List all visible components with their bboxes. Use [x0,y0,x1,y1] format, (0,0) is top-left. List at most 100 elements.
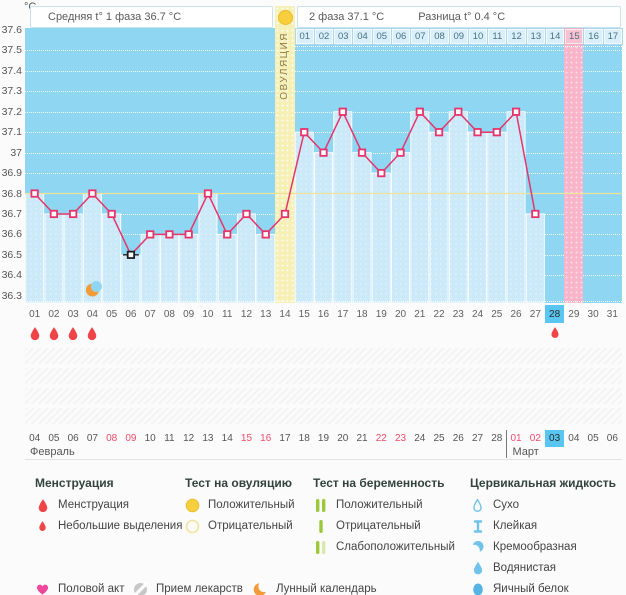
cycle-day-cell[interactable]: 27 [529,308,541,320]
temperature-point[interactable] [107,209,116,219]
temperature-point[interactable] [88,189,97,198]
calendar-date-cell[interactable]: 18 [298,433,310,444]
cycle-day-cell[interactable]: 12 [240,308,253,320]
calendar-date-cell[interactable]: 26 [452,433,464,444]
calendar-date-cell[interactable]: 09 [125,433,137,444]
cycle-day-cell[interactable]: 15 [298,308,310,320]
dpo-day-cell[interactable]: 15 [564,28,585,45]
calendar-date-cell[interactable]: 25 [433,433,445,444]
dpo-day-cell[interactable]: 12 [506,28,527,45]
cycle-day-cell[interactable]: 23 [452,308,464,320]
calendar-date-cell[interactable]: 05 [48,433,60,444]
calendar-date-cell[interactable]: 01 [510,433,522,444]
calendar-date-cell[interactable]: 02 [529,433,541,444]
cycle-day-cell[interactable]: 19 [375,308,387,320]
calendar-date-cell[interactable]: 03 [544,430,565,447]
dpo-day-cell[interactable]: 05 [371,28,392,45]
calendar-date-cell[interactable]: 17 [279,433,291,444]
dpo-day-cell[interactable]: 10 [467,28,489,45]
cycle-day-cell[interactable]: 29 [568,308,580,320]
calendar-date-cell[interactable]: 23 [394,433,407,444]
dpo-day-cell[interactable]: 06 [390,28,412,45]
temperature-point[interactable] [184,230,193,239]
temperature-point[interactable] [338,107,347,116]
calendar-date-cell[interactable]: 06 [67,433,79,444]
dpo-day-cell[interactable]: 02 [313,28,335,45]
dpo-day-cell[interactable]: 01 [294,28,315,45]
calendar-date-cell[interactable]: 12 [183,433,195,444]
temperature-point[interactable] [242,209,251,219]
calendar-date-cell[interactable]: 06 [606,433,618,444]
calendar-date-cell[interactable]: 16 [260,433,272,444]
cycle-day-cell[interactable]: 17 [337,308,349,320]
calendar-date-cell[interactable]: 24 [414,433,426,444]
cycle-day-cell[interactable]: 14 [279,308,291,320]
calendar-date-cell[interactable]: 08 [106,433,118,444]
temperature-point[interactable] [300,128,309,137]
cycle-day-cell[interactable]: 24 [471,308,484,320]
calendar-date-cell[interactable]: 05 [587,433,599,444]
temperature-point[interactable] [280,209,290,219]
cycle-day-cell[interactable]: 16 [317,308,330,320]
cycle-day-cell[interactable]: 05 [106,308,118,320]
cycle-day-cell[interactable]: 20 [394,308,407,320]
dpo-day-cell[interactable]: 17 [602,28,623,45]
temperature-point[interactable] [454,107,463,116]
temperature-point[interactable] [69,209,78,219]
temperature-point[interactable] [146,230,155,239]
cycle-day-cell[interactable]: 06 [125,308,137,320]
dpo-day-cell[interactable]: 07 [410,28,431,45]
calendar-date-cell[interactable]: 11 [164,433,175,444]
cycle-day-cell[interactable]: 09 [183,308,195,320]
cycle-day-cell[interactable]: 11 [222,308,233,320]
dpo-day-cell[interactable]: 09 [448,28,469,45]
temperature-point[interactable] [261,230,270,239]
cycle-day-cell[interactable]: 25 [491,308,503,320]
calendar-date-cell[interactable]: 27 [471,433,484,444]
temperature-point[interactable] [415,107,424,116]
cycle-day-cell[interactable]: 13 [260,308,272,320]
temperature-point[interactable] [511,107,521,116]
temperature-point[interactable] [223,230,232,239]
temperature-point[interactable] [357,148,367,157]
temperature-point[interactable] [203,189,213,198]
temperature-point[interactable] [396,148,405,157]
temperature-point[interactable] [49,209,58,219]
dpo-day-cell[interactable]: 08 [429,28,450,45]
temperature-chart[interactable]: ОВУЛЯЦИЯ 01 02 03 04 05 06 07 08 09 10 11 12 13 14 15 1… [25,28,623,303]
temperature-point[interactable] [492,128,501,137]
temperature-point[interactable] [30,189,39,198]
cycle-day-cell[interactable]: 03 [67,308,79,320]
dpo-day-cell[interactable]: 14 [544,28,566,45]
dpo-day-cell[interactable]: 04 [352,28,373,45]
dpo-day-cell[interactable]: 13 [525,28,546,45]
cycle-day-cell[interactable]: 02 [48,308,60,320]
cycle-day-cell[interactable]: 28 [544,305,565,323]
calendar-date-cell[interactable]: 14 [221,433,233,444]
cycle-day-cell[interactable]: 22 [433,308,445,320]
calendar-date-cell[interactable]: 04 [29,433,41,444]
cycle-day-cell[interactable]: 21 [414,308,426,320]
calendar-date-cell[interactable]: 07 [86,433,98,444]
cycle-day-cell[interactable]: 30 [587,308,599,320]
calendar-date-cell[interactable]: 20 [337,433,349,444]
cycle-day-cell[interactable]: 07 [144,308,156,320]
temperature-point[interactable] [531,209,540,219]
calendar-date-cell[interactable]: 21 [356,433,368,444]
calendar-date-cell[interactable]: 19 [317,433,330,444]
calendar-date-cell[interactable]: 13 [202,433,214,444]
temperature-point[interactable] [165,230,174,239]
calendar-date-cell[interactable]: 22 [375,433,387,444]
temperature-point[interactable] [473,128,482,137]
cycle-day-cell[interactable]: 04 [86,308,98,320]
calendar-date-cell[interactable]: 10 [144,433,156,444]
dpo-day-cell[interactable]: 03 [333,28,354,45]
cycle-day-cell[interactable]: 08 [163,308,175,320]
calendar-date-cell[interactable]: 15 [240,433,253,444]
cycle-day-cell[interactable]: 10 [202,308,214,320]
temperature-point[interactable] [319,148,328,157]
cycle-day-cell[interactable]: 26 [510,308,522,320]
calendar-date-cell[interactable]: 28 [491,433,503,444]
excluded-temperature-point[interactable] [126,250,136,259]
temperature-line-plot[interactable] [25,28,622,303]
